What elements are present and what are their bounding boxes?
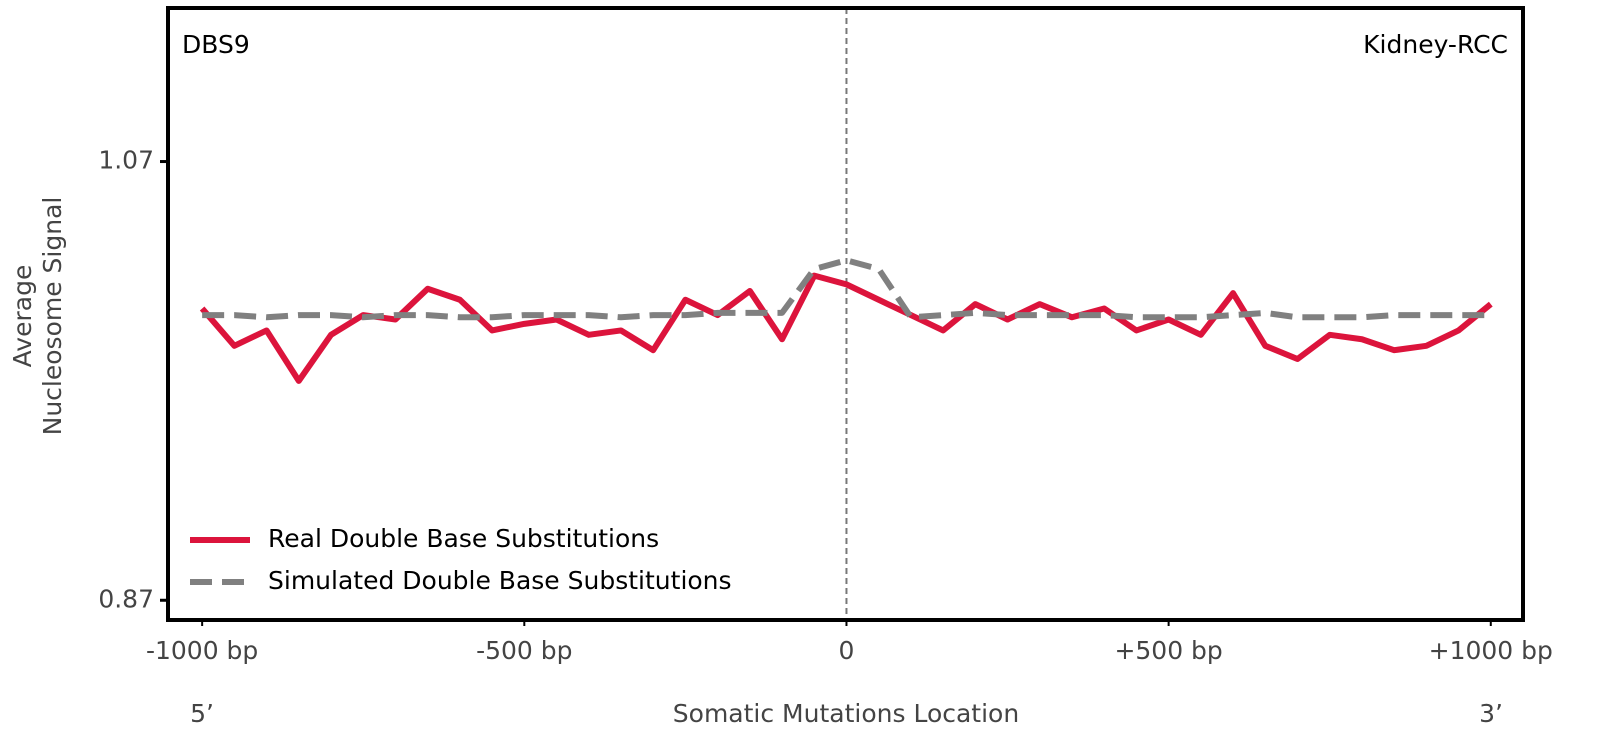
x-axis-label: Somatic Mutations Location <box>673 699 1019 728</box>
tissue-label: Kidney-RCC <box>1363 30 1508 59</box>
y-tick-label: 1.07 <box>98 146 154 175</box>
y-axis-label-line: Nucleosome Signal <box>38 197 67 436</box>
x-tick-label: -1000 bp <box>146 636 258 665</box>
y-axis-label-line: Average <box>8 265 37 368</box>
x-tick-label: +1000 bp <box>1429 636 1553 665</box>
five-prime: 5’ <box>190 699 214 728</box>
x-tick-label: 0 <box>839 636 855 665</box>
signature-label: DBS9 <box>182 30 250 59</box>
x-tick-label: +500 bp <box>1114 636 1222 665</box>
series-line <box>202 257 1491 321</box>
three-prime: 3’ <box>1479 699 1503 728</box>
legend-label: Real Double Base Substitutions <box>268 524 659 553</box>
legend-label: Simulated Double Base Substitutions <box>268 566 732 595</box>
plot-frame <box>166 6 1525 622</box>
x-tick-label: -500 bp <box>476 636 572 665</box>
y-axis-label: Average Nucleosome Signal <box>8 197 67 436</box>
y-tick-label: 0.87 <box>98 584 154 613</box>
series-line <box>199 272 1493 384</box>
